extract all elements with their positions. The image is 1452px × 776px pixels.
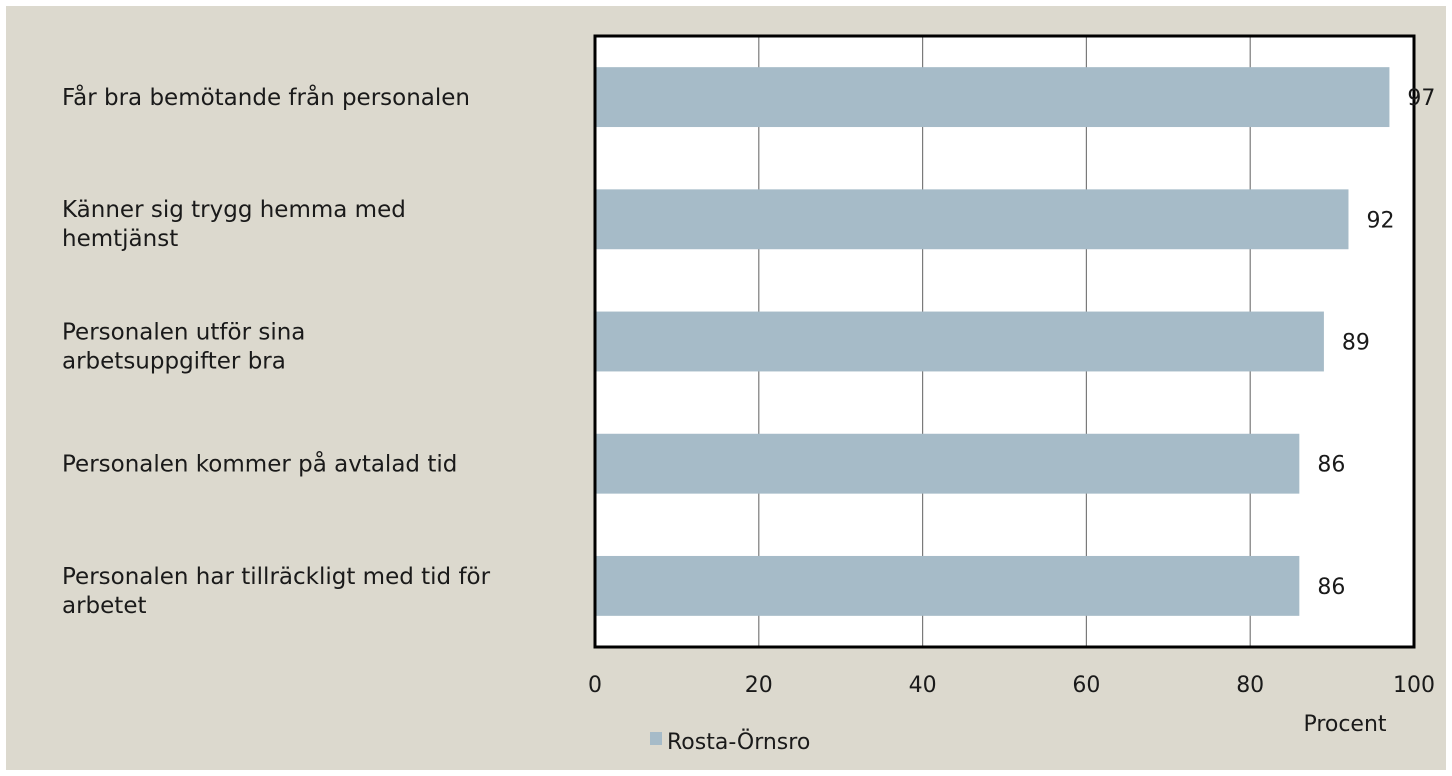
- data-label-4: 86: [1317, 453, 1345, 478]
- x-tick-label-0: 0: [588, 673, 602, 698]
- x-tick-label-100: 100: [1393, 673, 1435, 698]
- x-axis-title: Procent: [1303, 712, 1386, 737]
- data-label-2: 92: [1366, 208, 1394, 233]
- category-labels: Får bra bemötande från personalen Känner …: [62, 83, 491, 619]
- legend-swatch-rosta-ornsro: [650, 732, 662, 745]
- x-axis-ticks: 0 20 40 60 80 100: [588, 673, 1435, 698]
- x-tick-label-40: 40: [909, 673, 937, 698]
- category-label-3: Personalen utför sina arbetsuppgifter bra: [62, 319, 305, 374]
- x-tick-label-80: 80: [1236, 673, 1264, 698]
- legend[interactable]: Rosta-Örnsro: [650, 729, 810, 755]
- plot-frame: [593, 34, 1416, 649]
- bar-1[interactable]: [595, 67, 1390, 128]
- bar-2[interactable]: [595, 189, 1349, 250]
- data-labels: 97 92 89 86 86: [1317, 86, 1435, 600]
- data-label-5: 86: [1317, 575, 1345, 600]
- bar-3[interactable]: [595, 311, 1324, 372]
- category-label-2: Känner sig trygg hemma med hemtjänst: [62, 197, 406, 252]
- bar-4[interactable]: [595, 433, 1300, 494]
- data-label-3: 89: [1342, 331, 1370, 356]
- bar-5[interactable]: [595, 555, 1300, 616]
- data-label-1: 97: [1407, 86, 1435, 111]
- x-tick-label-20: 20: [745, 673, 773, 698]
- x-tick-label-60: 60: [1072, 673, 1100, 698]
- category-label-1: Får bra bemötande från personalen: [62, 83, 470, 111]
- legend-label-rosta-ornsro: Rosta-Örnsro: [667, 729, 810, 755]
- category-label-5: Personalen har tillräckligt med tid för a…: [62, 564, 491, 619]
- category-label-4: Personalen kommer på avtalad tid: [62, 450, 457, 478]
- bars: [595, 67, 1390, 616]
